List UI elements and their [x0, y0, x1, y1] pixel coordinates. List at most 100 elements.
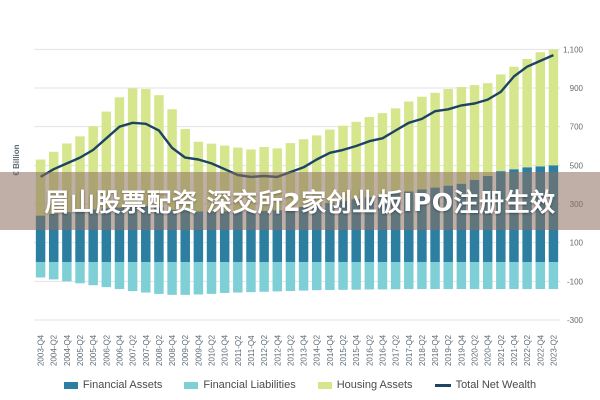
x-tick-label: 2013-Q2 [286, 334, 295, 366]
bar-housing-assets [509, 66, 519, 170]
bar-financial-liabilities [364, 262, 375, 290]
x-tick-label: 2011-Q4 [247, 335, 256, 366]
x-tick-label: 2012-Q2 [260, 334, 269, 366]
x-tick-label: 2005-Q2 [76, 334, 85, 366]
x-tick-label: 2023-Q2 [549, 334, 558, 366]
x-tick-label: 2020-Q2 [471, 334, 480, 366]
x-tick-label: 2017-Q4 [405, 334, 414, 366]
bar-financial-liabilities [259, 262, 269, 292]
bar-financial-assets [180, 210, 190, 262]
bar-financial-liabilities [233, 262, 243, 293]
legend-item-total-net-wealth: Total Net Wealth [434, 379, 537, 391]
bar-financial-assets [48, 213, 59, 262]
x-tick-label: 2017-Q2 [392, 334, 401, 366]
y-tick-label: -100 [567, 277, 584, 286]
bar-financial-liabilities [509, 262, 519, 290]
bar-housing-assets [325, 129, 335, 204]
x-tick-label: 2007-Q4 [142, 334, 151, 366]
x-tick-label: 2011-Q2 [234, 335, 243, 366]
bar-housing-assets [311, 135, 322, 205]
bar-housing-assets [141, 88, 151, 206]
legend-label: Financial Liabilities [203, 379, 296, 391]
bar-financial-assets [62, 212, 72, 262]
bar-financial-liabilities [377, 262, 388, 290]
bar-financial-assets [193, 211, 204, 262]
legend-label: Housing Assets [336, 379, 413, 391]
x-tick-label: 2021-Q2 [497, 334, 506, 366]
x-tick-label: 2012-Q4 [273, 334, 282, 366]
x-tick-label: 2008-Q2 [155, 334, 164, 366]
bar-housing-assets [88, 126, 98, 210]
x-tick-label: 2010-Q4 [221, 334, 230, 366]
bar-financial-assets [167, 209, 177, 262]
bar-financial-liabilities [325, 262, 335, 291]
bar-housing-assets [351, 121, 361, 200]
legend-label: Total Net Wealth [455, 379, 537, 391]
bar-financial-liabilities [219, 262, 230, 293]
y-tick-label: 1,100 [563, 45, 584, 54]
bar-housing-assets [522, 59, 532, 168]
bar-financial-assets [285, 208, 296, 262]
legend-swatch-financial-assets [63, 381, 78, 389]
bar-housing-assets [101, 111, 112, 209]
x-tick-label: 2015-Q4 [352, 334, 361, 366]
x-tick-label: 2022-Q2 [523, 334, 532, 366]
y-tick-label: 100 [570, 239, 584, 248]
bar-housing-assets [390, 108, 401, 194]
y-tick-label: -300 [567, 316, 584, 325]
bar-financial-liabilities [548, 262, 559, 290]
bar-financial-liabilities [127, 262, 138, 291]
bar-financial-liabilities [285, 262, 296, 291]
x-tick-label: 2021-Q4 [510, 334, 519, 366]
bar-financial-liabilities [469, 262, 480, 290]
x-tick-label: 2020-Q4 [484, 334, 493, 366]
net-wealth-line-layer [39, 54, 554, 179]
x-tick-label: 2015-Q2 [339, 334, 348, 366]
bar-financial-assets [88, 209, 98, 262]
x-tick-label: 2013-Q4 [300, 334, 309, 366]
legend-swatch-financial-liabilities [184, 381, 199, 389]
bar-housing-assets [417, 96, 427, 190]
x-tick-label: 2005-Q4 [89, 334, 98, 366]
bar-housing-assets [127, 88, 138, 207]
bar-housing-assets [482, 83, 493, 176]
bar-financial-assets [259, 210, 269, 262]
bar-financial-liabilities [535, 262, 546, 290]
bar-financial-liabilities [417, 262, 427, 290]
x-tick-label: 2019-Q2 [444, 334, 453, 366]
bar-financial-assets [246, 211, 256, 262]
legend-item-financial-assets: Financial Assets [63, 379, 163, 391]
x-tick-label: 2004-Q2 [50, 334, 59, 366]
bar-financial-assets [75, 210, 85, 262]
x-tick-label: 2014-Q4 [326, 334, 335, 366]
bar-financial-assets [311, 204, 322, 262]
bar-financial-liabilities [154, 262, 164, 294]
bar-housing-assets [469, 85, 480, 180]
bar-housing-assets [548, 49, 559, 166]
bar-housing-assets [404, 101, 414, 192]
x-tick-label: 2006-Q4 [115, 334, 124, 366]
x-tick-label: 2010-Q2 [208, 334, 217, 366]
bar-financial-liabilities [272, 262, 283, 292]
bar-financial-liabilities [311, 262, 322, 291]
y-tick-label: 900 [570, 84, 584, 93]
x-tick-label: 2016-Q2 [365, 334, 374, 366]
bar-financial-assets [141, 205, 151, 262]
bar-financial-liabilities [482, 262, 493, 290]
legend: Financial Assets Financial Liabilities H… [0, 376, 600, 394]
y-tick-label: 500 [570, 161, 584, 170]
overlay-banner: 眉山股票配资 深交所2家创业板IPO注册生效 [0, 172, 600, 230]
bar-financial-liabilities [101, 262, 112, 288]
legend-label: Financial Assets [82, 379, 163, 391]
x-tick-label: 2004-Q4 [63, 334, 72, 366]
bar-housing-assets [430, 92, 440, 188]
banner-title: 眉山股票配资 深交所2家创业板IPO注册生效 [44, 188, 556, 217]
y-tick-label: 700 [570, 123, 584, 132]
bar-housing-assets [180, 128, 190, 211]
legend-item-financial-liabilities: Financial Liabilities [184, 379, 296, 391]
x-tick-label: 2016-Q4 [378, 334, 387, 366]
bar-financial-assets [219, 211, 230, 262]
bar-financial-assets [233, 211, 243, 262]
net-wealth-line [39, 54, 554, 179]
bar-financial-liabilities [496, 262, 506, 290]
